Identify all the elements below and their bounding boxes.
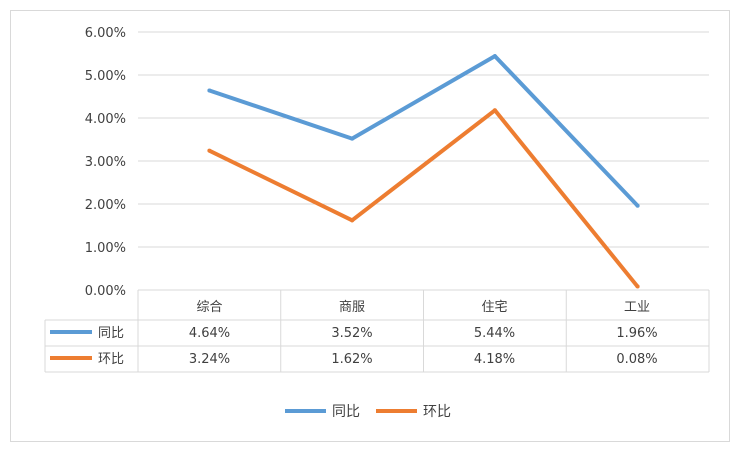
category-label: 综合 — [196, 300, 222, 315]
data-label-yoy: 5.44% — [474, 326, 515, 341]
y-tick-label: 1.00% — [85, 241, 126, 256]
data-label-mom: 4.18% — [474, 352, 515, 367]
data-point-yoy — [492, 54, 497, 59]
y-tick-label: 5.00% — [85, 69, 126, 84]
data-point-mom — [635, 284, 640, 289]
series-line-yoy — [208, 54, 640, 208]
series-line-mom — [208, 108, 640, 288]
legend-label-mom: 环比 — [423, 404, 451, 420]
data-label-mom: 3.24% — [189, 352, 230, 367]
series-lines — [207, 54, 640, 289]
y-tick-label: 6.00% — [85, 26, 126, 41]
gridlines — [138, 31, 709, 291]
table-row-label-yoy: 同比 — [98, 326, 124, 341]
data-label-yoy: 3.52% — [331, 326, 372, 341]
data-point-yoy — [207, 88, 212, 93]
y-tick-label: 4.00% — [85, 112, 126, 127]
chart-frame — [10, 10, 730, 442]
table-row-label-mom: 环比 — [98, 352, 124, 367]
category-label: 商服 — [339, 300, 365, 315]
category-label: 工业 — [624, 300, 650, 315]
y-tick-label: 0.00% — [85, 284, 126, 299]
data-point-yoy — [350, 136, 355, 141]
data-point-yoy — [635, 203, 640, 208]
data-point-mom — [492, 108, 497, 113]
data-point-mom — [350, 218, 355, 223]
data-point-mom — [207, 148, 212, 153]
y-tick-label: 3.00% — [85, 155, 126, 170]
data-label-mom: 1.62% — [331, 352, 372, 367]
y-tick-label: 2.00% — [85, 198, 126, 213]
legend-label-yoy: 同比 — [332, 404, 360, 420]
data-table — [44, 289, 710, 373]
data-label-yoy: 4.64% — [189, 326, 230, 341]
category-label: 住宅 — [481, 300, 507, 315]
data-label-mom: 0.08% — [616, 352, 657, 367]
data-label-yoy: 1.96% — [616, 326, 657, 341]
